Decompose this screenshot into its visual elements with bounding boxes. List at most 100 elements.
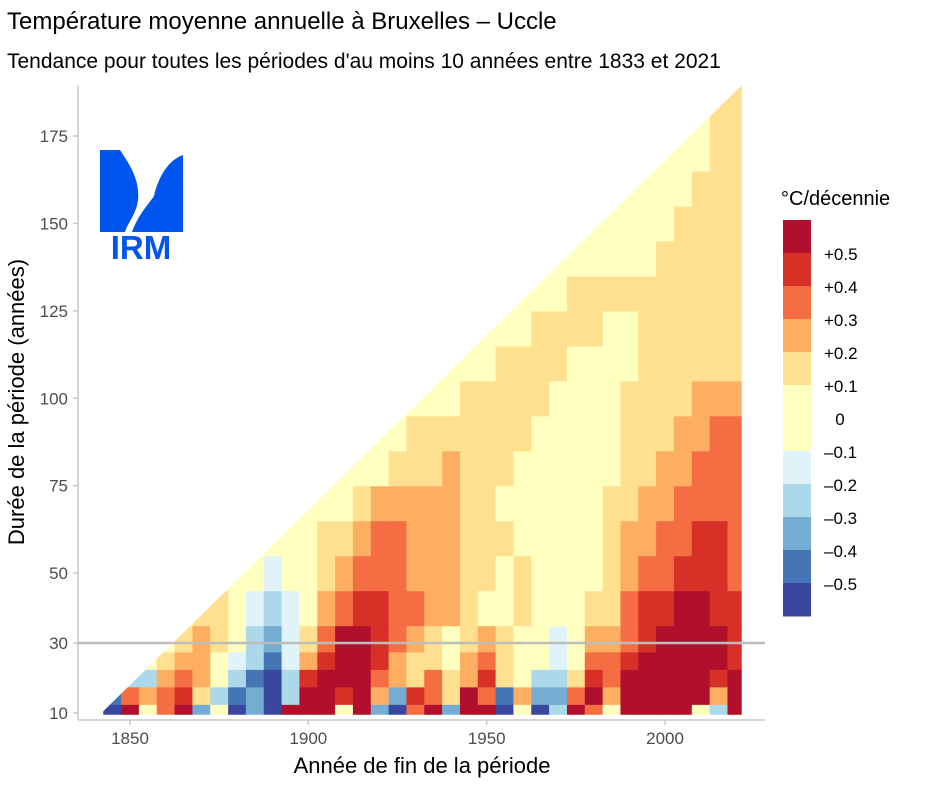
legend-color-swatch (783, 517, 811, 551)
heatmap-cell (317, 485, 336, 522)
heatmap-cell (317, 450, 336, 487)
heatmap-cell (406, 625, 425, 653)
heatmap-cell (370, 704, 390, 715)
heatmap-cell (656, 450, 675, 487)
heatmap-cell (638, 380, 657, 417)
heatmap-cell (459, 625, 479, 653)
heatmap-cell (335, 485, 354, 522)
heatmap-cell (638, 450, 657, 487)
heatmap-cell (495, 520, 515, 557)
heatmap-cell (156, 651, 176, 670)
heatmap-cell (317, 669, 336, 688)
heatmap-cell (673, 625, 693, 653)
heatmap-cell (459, 669, 479, 688)
heatmap-cell (602, 170, 622, 207)
heatmap-cell (656, 625, 675, 653)
heatmap-cell (513, 669, 532, 688)
heatmap-cell (566, 669, 586, 688)
heatmap-cell (584, 240, 604, 277)
heatmap-cell (638, 485, 657, 522)
heatmap-cell (210, 669, 229, 688)
heatmap-cell (656, 345, 675, 382)
heatmap-cell (281, 686, 301, 705)
heatmap-cell (620, 170, 639, 207)
heatmap-cell (709, 485, 729, 522)
heatmap-cell (566, 485, 586, 522)
heatmap-cell (691, 275, 711, 312)
heatmap-cell (531, 450, 550, 487)
heatmap-cell (477, 686, 497, 705)
heatmap-cell (406, 450, 425, 487)
heatmap-cell (638, 686, 657, 705)
heatmap-cell (459, 590, 479, 627)
heatmap-cell (709, 704, 729, 715)
heatmap-cell (638, 275, 657, 312)
heatmap-cell (442, 651, 461, 670)
y-tick-label: 100 (40, 389, 68, 408)
heatmap-cell (584, 485, 604, 522)
heatmap-cell (602, 450, 622, 487)
heatmap-cell (245, 590, 265, 627)
heatmap-cell (602, 310, 622, 347)
heatmap-cell (192, 590, 211, 627)
heatmap-cell (566, 275, 586, 312)
heatmap-cell (709, 590, 729, 627)
heatmap-cell (602, 651, 622, 670)
heatmap-cell (709, 380, 729, 417)
heatmap-cell (691, 345, 711, 382)
heatmap-cell (299, 485, 318, 522)
heatmap-cell (709, 275, 729, 312)
heatmap-cell (727, 205, 742, 242)
heatmap-cell (459, 686, 479, 705)
heatmap-cell (549, 520, 568, 557)
heatmap-cell (566, 686, 586, 705)
heatmap-cell (388, 625, 408, 653)
heatmap-cell (673, 135, 693, 172)
heatmap-cell (566, 450, 586, 487)
legend-color-swatch (783, 352, 811, 386)
heatmap-cell (495, 704, 515, 715)
heatmap-cell (370, 485, 390, 522)
heatmap-cell (727, 651, 742, 670)
heatmap-cell (442, 415, 461, 452)
heatmap-cell (709, 205, 729, 242)
heatmap-cell (602, 555, 622, 592)
heatmap-cell (424, 651, 443, 670)
heatmap-cell (513, 310, 532, 347)
heatmap-cell (442, 450, 461, 487)
heatmap-cell (424, 555, 443, 592)
heatmap-cell (709, 520, 729, 557)
heatmap-cell (495, 345, 515, 382)
heatmap-cell (424, 485, 443, 522)
heatmap-cell (192, 651, 211, 670)
heatmap-cell (656, 275, 675, 312)
heatmap-cell (566, 651, 586, 670)
heatmap-cell (673, 275, 693, 312)
heatmap-cell (673, 170, 693, 207)
heatmap-cell (174, 590, 194, 627)
heatmap-cell (673, 704, 693, 715)
heatmap-cell (424, 625, 443, 653)
heatmap-cell (263, 651, 283, 670)
heatmap-cell (709, 555, 729, 592)
heatmap-cell (245, 669, 265, 688)
heatmap-cell (531, 275, 550, 312)
heatmap-cell (584, 669, 604, 688)
heatmap-cell (228, 590, 247, 627)
heatmap-cell (620, 485, 639, 522)
heatmap-cell (477, 450, 497, 487)
heatmap-cell (299, 625, 318, 653)
heatmap-cell (370, 625, 390, 653)
heatmap-cell (352, 625, 372, 653)
heatmap-cell (281, 485, 301, 522)
heatmap-cell (549, 310, 568, 347)
heatmap-cell (673, 240, 693, 277)
heatmap-cell (727, 485, 742, 522)
heatmap-cell (477, 310, 497, 347)
heatmap-cell (513, 555, 532, 592)
chart-subtitle: Tendance pour toutes les périodes d'au m… (7, 50, 721, 73)
heatmap-cell (352, 485, 372, 522)
heatmap-cell (210, 625, 229, 653)
heatmap-cell (638, 345, 657, 382)
heatmap-cell (691, 205, 711, 242)
